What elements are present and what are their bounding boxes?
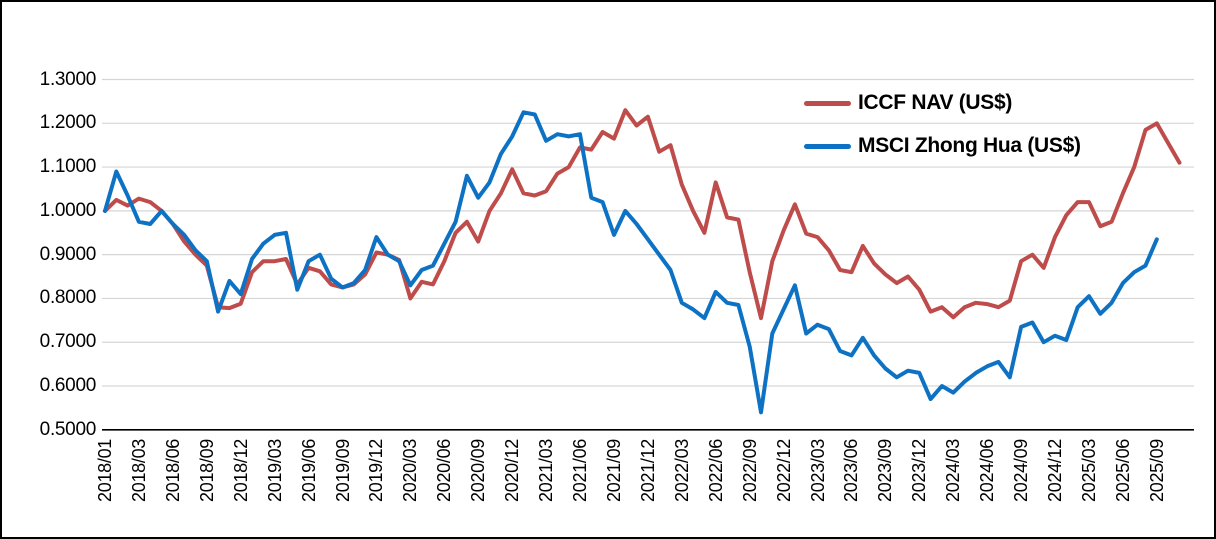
x-axis-label: 2025/03 xyxy=(1078,439,1099,502)
x-axis-label: 2020/09 xyxy=(468,439,489,502)
x-axis-label: 2023/06 xyxy=(841,439,862,502)
x-axis-label: 2019/03 xyxy=(264,439,285,502)
y-axis-label: 0.8000 xyxy=(39,287,97,309)
x-axis-label: 2019/12 xyxy=(366,439,387,502)
legend-label-msci-zhong-hua: MSCI Zhong Hua (US$) xyxy=(858,134,1081,157)
y-axis-label: 1.2000 xyxy=(39,112,97,134)
x-axis-label: 2021/12 xyxy=(637,439,658,502)
x-axis-label: 2018/03 xyxy=(128,439,149,502)
x-axis-label: 2022/09 xyxy=(739,439,760,502)
x-axis-label: 2021/09 xyxy=(603,439,624,502)
legend-line-swatch-msci xyxy=(804,143,851,149)
y-axis-label: 1.0000 xyxy=(39,199,97,221)
x-axis-label: 2023/09 xyxy=(875,439,896,502)
y-axis-label: 0.7000 xyxy=(39,331,97,353)
legend-label-iccf-nav: ICCF NAV (US$) xyxy=(858,91,1013,114)
x-axis-label: 2019/09 xyxy=(332,439,353,502)
legend-item-iccf-nav: ICCF NAV (US$) xyxy=(804,90,1012,116)
y-axis-label: 1.3000 xyxy=(39,68,97,90)
x-axis-label: 2021/06 xyxy=(570,439,591,502)
x-axis-label: 2025/06 xyxy=(1112,439,1133,502)
x-axis-label: 2019/06 xyxy=(298,439,319,502)
x-axis-label: 2023/03 xyxy=(807,439,828,502)
x-axis-label: 2020/12 xyxy=(502,439,523,502)
x-axis-label: 2018/12 xyxy=(230,439,251,502)
x-axis-label: 2024/03 xyxy=(943,439,964,502)
x-axis-label: 2024/06 xyxy=(977,439,998,502)
y-axis-label: 0.5000 xyxy=(39,418,97,440)
x-axis-label: 2025/09 xyxy=(1146,439,1167,502)
x-axis-label: 2018/01 xyxy=(95,439,115,502)
x-axis-label: 2022/03 xyxy=(671,439,692,502)
gridlines xyxy=(102,78,1194,431)
x-axis-label: 2018/09 xyxy=(196,439,217,502)
x-axis-label: 2023/12 xyxy=(909,439,930,502)
y-axis-label: 0.9000 xyxy=(39,243,97,265)
legend-line-swatch-iccf xyxy=(804,100,851,106)
x-axis-label: 2022/12 xyxy=(773,439,794,502)
msci-zhong-hua-line xyxy=(103,110,1159,415)
x-axis-label: 2022/06 xyxy=(705,439,726,502)
legend-item-msci-zhong-hua: MSCI Zhong Hua (US$) xyxy=(804,133,1081,159)
x-axis-label: 2018/06 xyxy=(162,439,183,502)
x-axis-label: 2024/09 xyxy=(1011,439,1032,502)
y-axis-label: 0.6000 xyxy=(39,375,97,396)
iccf-nav-line xyxy=(103,108,1182,321)
x-axis-label: 2021/03 xyxy=(536,439,557,502)
x-axis-label: 2020/03 xyxy=(400,439,421,502)
y-axis-label: 1.1000 xyxy=(39,156,97,178)
series-lines xyxy=(103,108,1182,415)
x-axis-label: 2024/12 xyxy=(1045,439,1066,502)
x-axis-label: 2020/06 xyxy=(434,439,455,502)
